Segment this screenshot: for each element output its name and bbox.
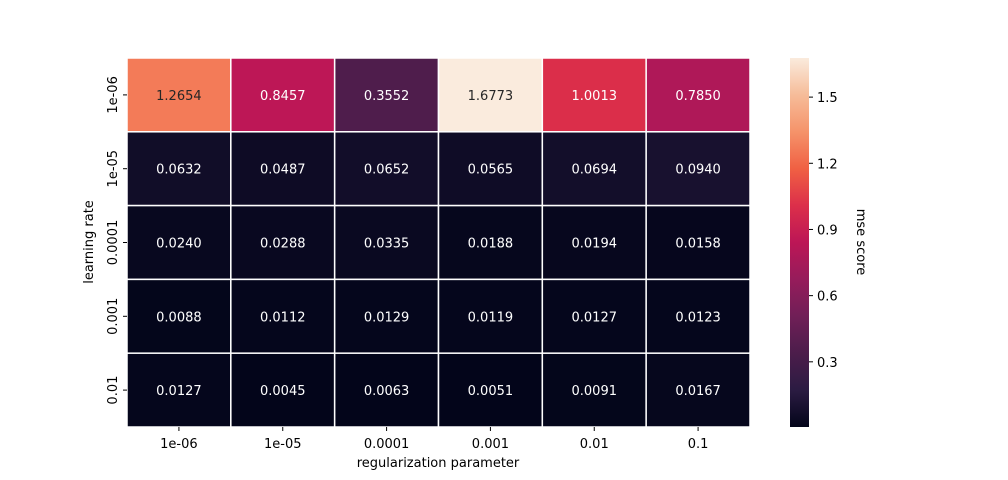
- heatmap-cell: [645, 352, 751, 428]
- heatmap-cell: [126, 352, 232, 428]
- cell-value-label: 0.0123: [675, 310, 721, 325]
- heatmap-cell: [230, 204, 336, 281]
- y-tick-label: 1e-06: [106, 76, 121, 114]
- colorbar-tick-label: 0.9: [817, 223, 838, 238]
- y-axis-ticks: 1e-06 1e-05 0.0001 0.001 0.01: [106, 76, 127, 405]
- cell-value-label: 0.0487: [260, 163, 306, 178]
- x-tick-label: 0.1: [688, 437, 709, 452]
- cell-value-label: 0.0051: [468, 384, 514, 399]
- x-tick-label: 1e-06: [160, 437, 198, 452]
- cell-value-label: 1.2654: [156, 89, 202, 104]
- cell-value-label: 0.0119: [468, 310, 514, 325]
- cell-value-label: 0.0565: [468, 163, 514, 178]
- heatmap-cell: [645, 131, 751, 207]
- heatmap-cell: [437, 131, 544, 207]
- cell-value-label: 0.0112: [260, 310, 306, 325]
- heatmap-cell: [437, 352, 544, 428]
- cell-value-label: 1.6773: [468, 89, 514, 104]
- cell-value-label: 0.0652: [364, 163, 410, 178]
- heatmap-cell: [541, 204, 647, 281]
- cell-value-label: 0.0188: [468, 237, 514, 252]
- heatmap-cell: [333, 57, 440, 133]
- heatmap-cell: [541, 352, 647, 428]
- heatmap-cell: [333, 278, 440, 354]
- cell-value-label: 0.0091: [572, 384, 618, 399]
- cell-value-label: 0.0167: [675, 384, 721, 399]
- heatmap-cell: [230, 57, 336, 133]
- colorbar-label: mse score: [853, 209, 868, 276]
- x-axis-ticks: 1e-06 1e-05 0.0001 0.001 0.01 0.1: [160, 427, 708, 452]
- y-tick-label: 1e-05: [106, 150, 121, 188]
- heatmap-cell: [126, 278, 232, 354]
- cell-value-label: 0.7850: [675, 89, 721, 104]
- cell-value-label: 0.0240: [156, 237, 202, 252]
- x-tick-label: 1e-05: [264, 437, 302, 452]
- cell-value-label: 0.0288: [260, 237, 306, 252]
- cell-value-label: 0.8457: [260, 89, 306, 104]
- colorbar-tick-label: 0.6: [817, 290, 838, 305]
- cell-value-label: 0.0127: [572, 310, 618, 325]
- heatmap-cells: 1.2654 0.8457 0.3552 1.6773 1.0013 0.7850 0.06…: [126, 57, 751, 428]
- y-tick-label: 0.0001: [106, 220, 121, 266]
- y-tick-label: 0.01: [106, 376, 121, 405]
- x-tick-label: 0.001: [472, 437, 509, 452]
- colorbar-gradient: [790, 58, 809, 427]
- cell-value-label: 0.0045: [260, 384, 306, 399]
- colorbar: 0.3 0.6 0.9 1.2 1.5 mse score: [790, 58, 868, 427]
- heatmap-cell: [230, 131, 336, 207]
- y-axis-label: learning rate: [82, 200, 97, 284]
- cell-value-label: 0.0158: [675, 237, 721, 252]
- y-tick-label: 0.001: [106, 298, 121, 335]
- cell-value-label: 0.0940: [675, 163, 721, 178]
- heatmap-cell: [230, 278, 336, 354]
- heatmap-cell: [333, 352, 440, 428]
- heatmap-cell: [645, 204, 751, 281]
- cell-value-label: 1.0013: [572, 89, 618, 104]
- heatmap-cell: [126, 57, 232, 133]
- cell-value-label: 0.0129: [364, 310, 410, 325]
- x-tick-label: 0.0001: [364, 437, 410, 452]
- cell-value-label: 0.0194: [572, 237, 618, 252]
- cell-value-label: 0.0127: [156, 384, 202, 399]
- cell-value-label: 0.0335: [364, 237, 410, 252]
- colorbar-tick-label: 0.3: [817, 356, 838, 371]
- heatmap-cell: [645, 278, 751, 354]
- cell-value-label: 0.0063: [364, 384, 410, 399]
- colorbar-tick-label: 1.5: [817, 91, 838, 106]
- heatmap-cell: [645, 57, 751, 133]
- heatmap-cell: [437, 204, 544, 281]
- cell-value-label: 0.0694: [572, 163, 618, 178]
- colorbar-ticks: 0.3 0.6 0.9 1.2 1.5: [809, 91, 838, 371]
- cell-value-label: 0.3552: [364, 89, 410, 104]
- x-tick-label: 0.01: [580, 437, 609, 452]
- x-axis-label: regularization parameter: [357, 456, 520, 471]
- cell-value-label: 0.0632: [156, 163, 202, 178]
- cell-value-label: 0.0088: [156, 310, 202, 325]
- colorbar-tick-label: 1.2: [817, 157, 838, 172]
- heatmap-cell: [437, 278, 544, 354]
- heatmap-cell: [541, 278, 647, 354]
